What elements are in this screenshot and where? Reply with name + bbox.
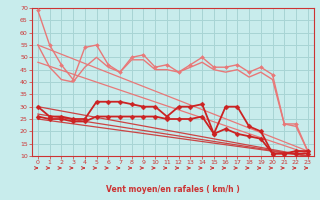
X-axis label: Vent moyen/en rafales ( km/h ): Vent moyen/en rafales ( km/h ) [106, 185, 240, 194]
